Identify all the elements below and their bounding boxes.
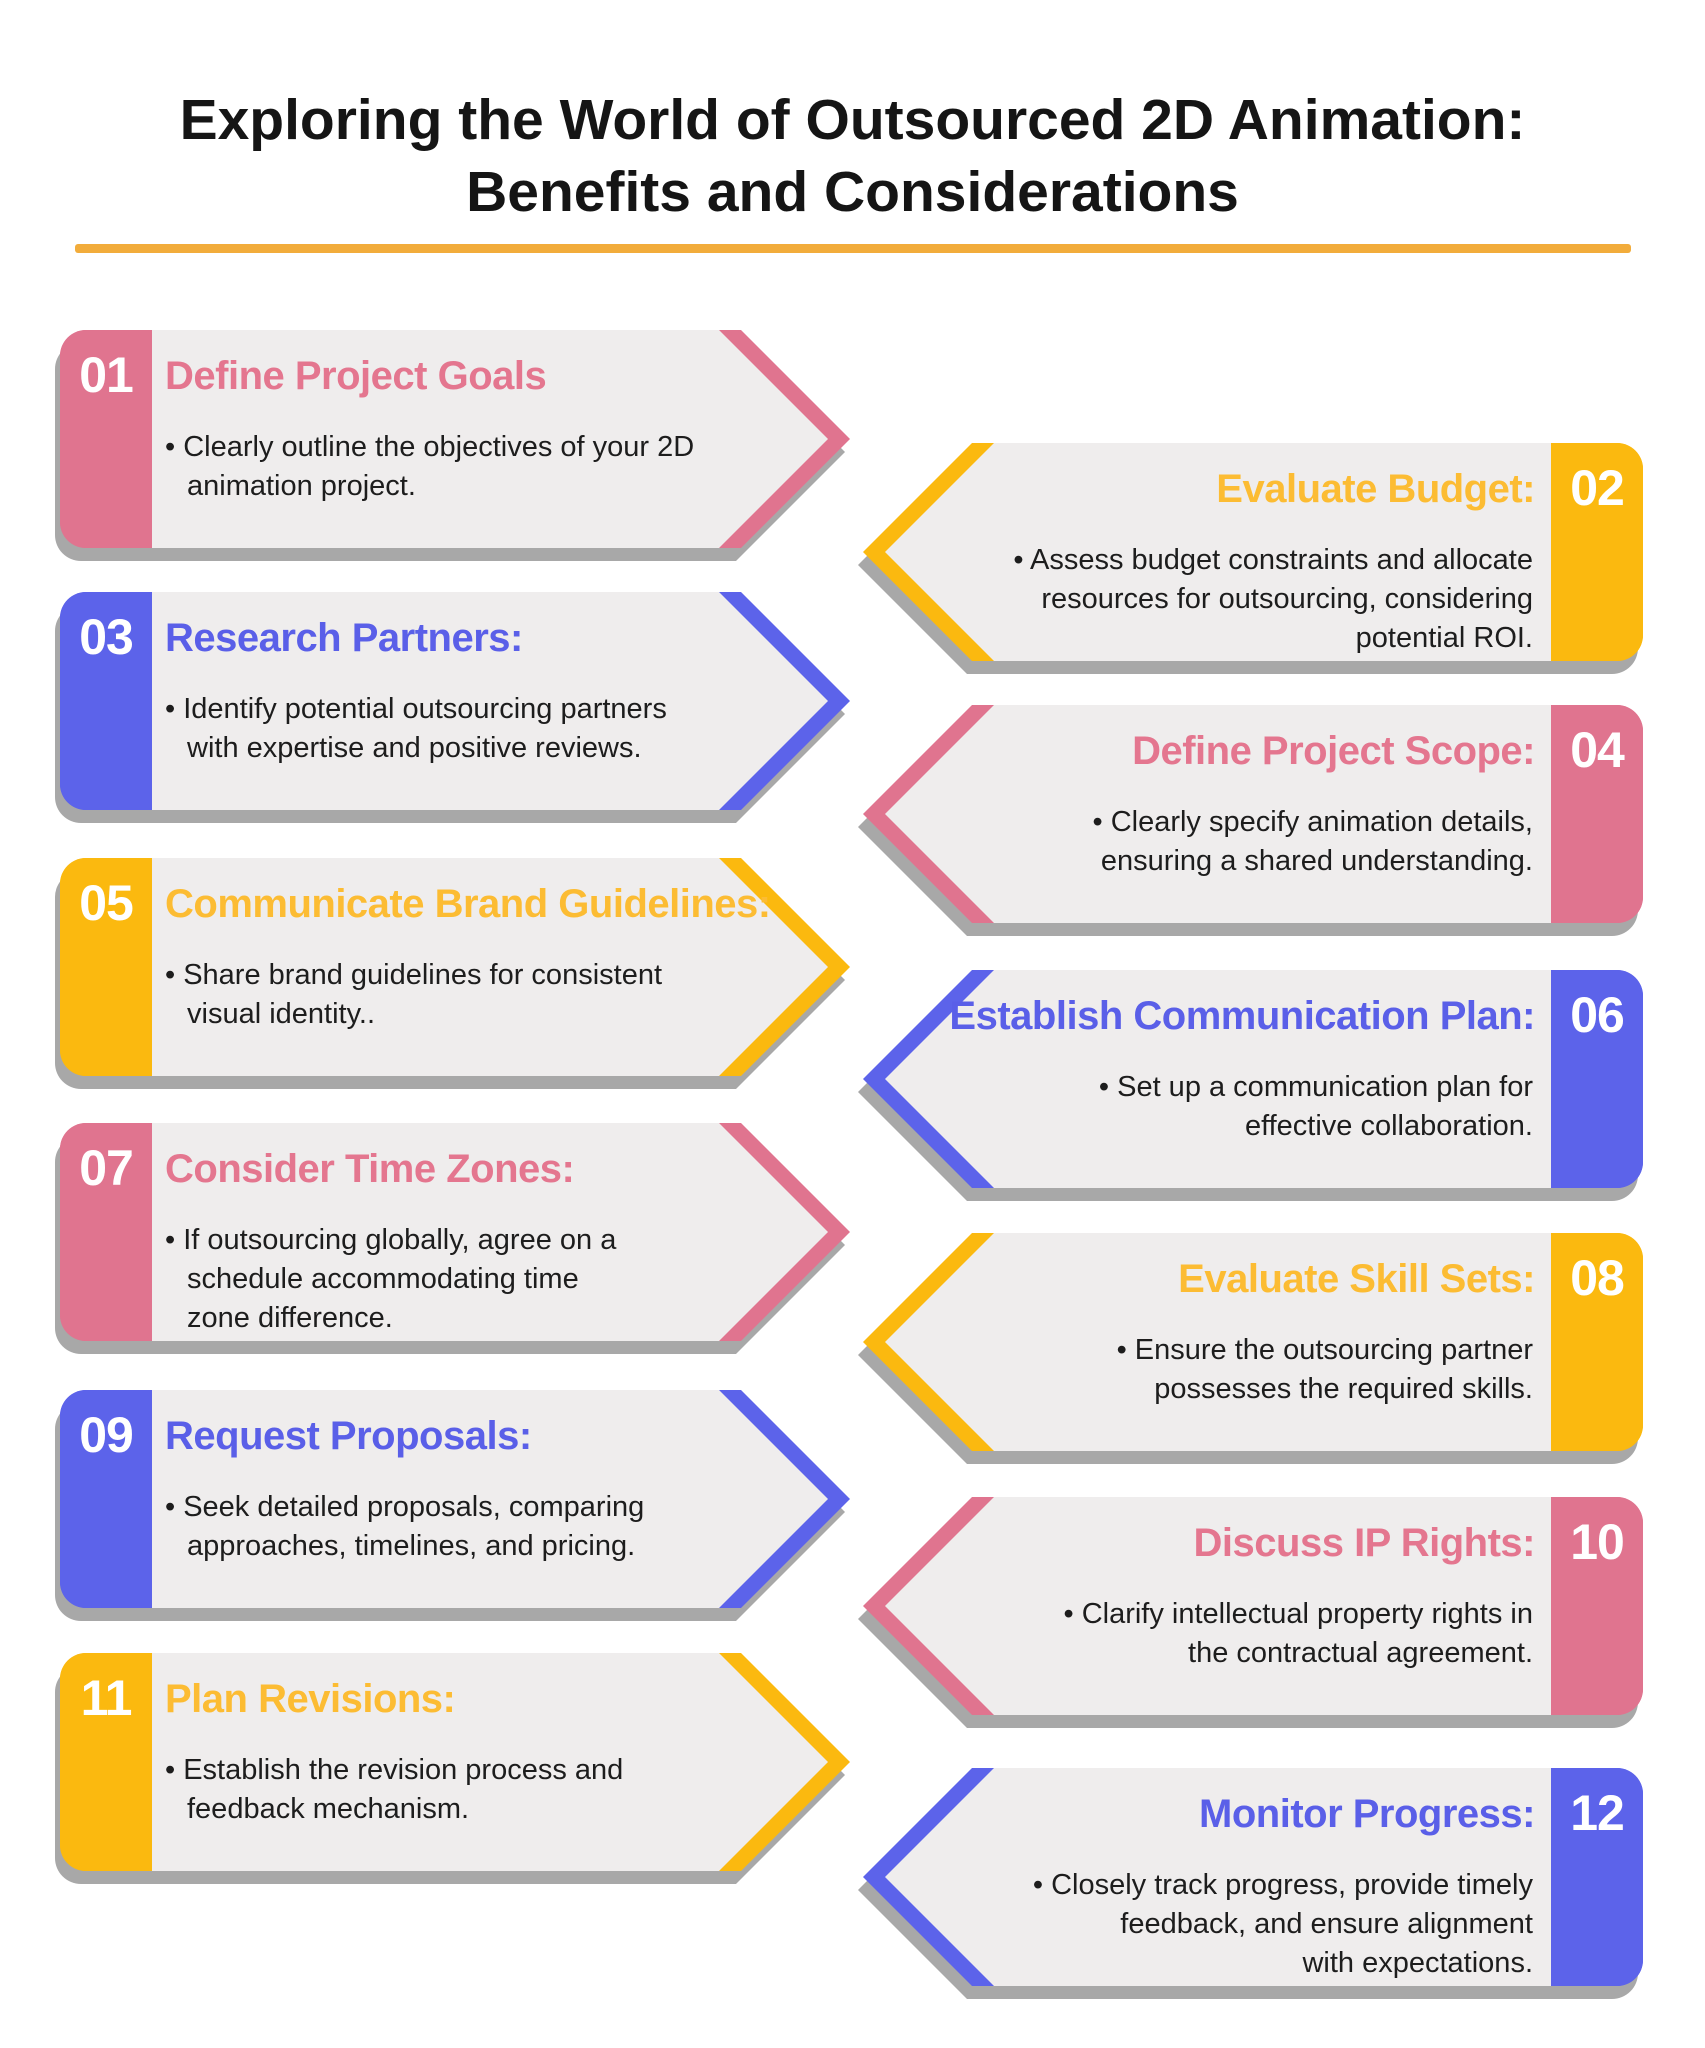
- step-title: Evaluate Skill Sets:: [1178, 1257, 1535, 1301]
- step-number-badge: 08: [1551, 1233, 1643, 1451]
- step-description: • Set up a communication plan for effect…: [1098, 1071, 1533, 1142]
- step-number: 04: [1570, 722, 1625, 778]
- step-number: 12: [1570, 1785, 1625, 1841]
- card-body: [885, 705, 1613, 923]
- step-number-badge: 09: [60, 1390, 152, 1608]
- card-body: [90, 1390, 828, 1608]
- step-number-badge: 10: [1551, 1497, 1643, 1715]
- step-card-10: 10 Discuss IP Rights: • Clarify intellec…: [858, 1497, 1643, 1728]
- step-number: 07: [79, 1140, 134, 1196]
- card-body: [90, 1123, 828, 1341]
- step-card-01: 01 Define Project Goals • Clearly outlin…: [55, 330, 850, 561]
- card-body: [885, 443, 1613, 661]
- step-card-04: 04 Define Project Scope: • Clearly speci…: [858, 705, 1643, 936]
- step-card-07: 07 Consider Time Zones: • If outsourcing…: [55, 1123, 850, 1354]
- step-card-02: 02 Evaluate Budget: • Assess budget cons…: [858, 443, 1643, 674]
- card-body: [90, 1653, 828, 1871]
- card-body: [885, 1233, 1613, 1451]
- step-number: 06: [1570, 987, 1625, 1043]
- step-number-badge: 11: [60, 1653, 152, 1871]
- card-body: [885, 970, 1613, 1188]
- step-number: 03: [79, 609, 134, 665]
- step-number: 11: [80, 1670, 133, 1726]
- step-number-badge: 02: [1551, 443, 1643, 661]
- step-card-05: 05 Communicate Brand Guidelines: • Share…: [55, 858, 850, 1089]
- step-number: 10: [1570, 1514, 1625, 1570]
- card-body: [885, 1768, 1613, 1986]
- step-card-06: 06 Establish Communication Plan: • Set u…: [858, 970, 1643, 1201]
- step-number-badge: 03: [60, 592, 152, 810]
- step-description: • Ensure the outsourcing partner possess…: [1116, 1334, 1533, 1405]
- step-description: • Identify potential outsourcing partner…: [165, 693, 667, 764]
- step-description: • Clearly specify animation details, ens…: [1092, 806, 1533, 877]
- step-number-badge: 06: [1551, 970, 1643, 1188]
- step-number: 01: [79, 347, 134, 403]
- step-number: 05: [79, 875, 134, 931]
- title-underline-bar: [75, 244, 1631, 253]
- card-body: [90, 592, 828, 810]
- step-number: 09: [79, 1407, 134, 1463]
- step-number-badge: 07: [60, 1123, 152, 1341]
- step-title: Discuss IP Rights:: [1193, 1521, 1536, 1565]
- step-title: Request Proposals:: [165, 1414, 532, 1458]
- step-card-12: 12 Monitor Progress: • Closely track pro…: [858, 1768, 1643, 1999]
- step-card-09: 09 Request Proposals: • Seek detailed pr…: [55, 1390, 850, 1621]
- step-card-11: 11 Plan Revisions: • Establish the revis…: [55, 1653, 850, 1884]
- step-title: Consider Time Zones:: [165, 1147, 575, 1191]
- step-title: Communicate Brand Guidelines:: [165, 882, 771, 926]
- card-body: [90, 858, 828, 1076]
- step-title: Define Project Scope:: [1132, 729, 1535, 773]
- step-card-08: 08 Evaluate Skill Sets: • Ensure the out…: [858, 1233, 1643, 1464]
- step-description: • Clearly outline the objectives of your…: [165, 431, 695, 502]
- step-number: 08: [1570, 1250, 1625, 1306]
- step-description: • Share brand guidelines for consistent …: [165, 959, 663, 1030]
- step-card-03: 03 Research Partners: • Identify potenti…: [55, 592, 850, 823]
- step-title: Establish Communication Plan:: [949, 994, 1535, 1038]
- step-number-badge: 05: [60, 858, 152, 1076]
- step-title: Plan Revisions:: [165, 1677, 456, 1721]
- step-title: Define Project Goals: [165, 354, 547, 398]
- step-title: Evaluate Budget:: [1216, 467, 1535, 511]
- step-number-badge: 01: [60, 330, 152, 548]
- step-description: • Closely track progress, provide timely…: [1032, 1869, 1533, 1979]
- card-body: [885, 1497, 1613, 1715]
- step-number: 02: [1570, 460, 1625, 516]
- step-description: • Establish the revision process and fee…: [165, 1754, 624, 1825]
- step-description: • Clarify intellectual property rights i…: [1063, 1598, 1533, 1669]
- page-title: Exploring the World of Outsourced 2D Ani…: [179, 88, 1526, 225]
- step-title: Monitor Progress:: [1199, 1792, 1535, 1836]
- step-number-badge: 04: [1551, 705, 1643, 923]
- step-title: Research Partners:: [165, 616, 523, 660]
- step-description: • Seek detailed proposals, comparing app…: [165, 1491, 645, 1562]
- step-description: • Assess budget constraints and allocate…: [1013, 544, 1533, 654]
- step-number-badge: 12: [1551, 1768, 1643, 1986]
- card-body: [90, 330, 828, 548]
- step-description: • If outsourcing globally, agree on a sc…: [165, 1224, 617, 1334]
